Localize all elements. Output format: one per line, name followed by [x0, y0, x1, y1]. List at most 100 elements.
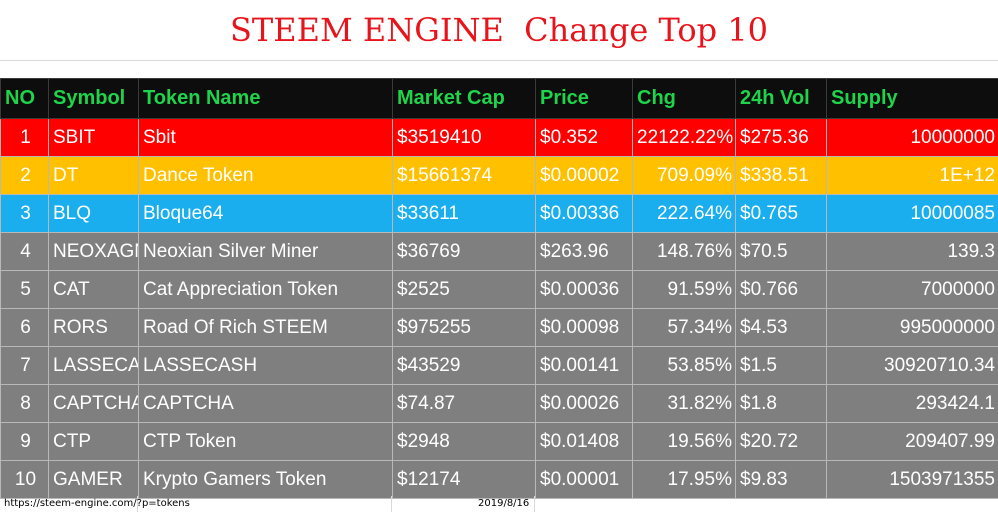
- cell-24h-vol: $338.51: [735, 156, 827, 195]
- cell-token-name: Dance Token: [138, 156, 393, 195]
- cell-no: 3: [0, 194, 49, 233]
- cell-symbol: DT: [48, 156, 139, 195]
- cell-24h-vol: $0.765: [735, 194, 827, 233]
- token-table: NO Symbol Token Name Market Cap Price Ch…: [0, 78, 998, 499]
- cell-no: 4: [0, 232, 49, 271]
- cell-symbol: SBIT: [48, 118, 139, 157]
- header-price: Price: [535, 78, 633, 119]
- cell-market-cap: $12174: [392, 460, 536, 499]
- table-row: 4NEOXAGNNeoxian Silver Miner$36769$263.9…: [0, 232, 998, 271]
- cell-symbol: GAMER: [48, 460, 139, 499]
- cell-chg: 148.76%: [632, 232, 736, 271]
- cell-no: 7: [0, 346, 49, 385]
- cell-24h-vol: $1.5: [735, 346, 827, 385]
- cell-token-name: CTP Token: [138, 422, 393, 461]
- table-row: 9 CTP CTP Token $2948 $0.01408 19.56% $20.72 20…: [0, 422, 998, 461]
- cell-24h-vol: $70.5: [735, 232, 827, 271]
- cell-price: $263.96: [535, 232, 633, 271]
- snapshot-date: 2019/8/16: [478, 498, 530, 509]
- table-row: 2 DT Dance Token $15661374 $0.00002 709.09% $3…: [0, 156, 998, 195]
- cell-token-name: LASSECASH: [138, 346, 393, 385]
- cell-token-name: Neoxian Silver Miner: [138, 232, 393, 271]
- cell-market-cap: $15661374: [392, 156, 536, 195]
- sheet-title: STEEM ENGINE Change Top 10: [229, 11, 769, 49]
- cell-chg: 22122.22%: [632, 118, 736, 157]
- cell-24h-vol: $4.53: [735, 308, 827, 347]
- cell-token-name: CAPTCHA: [138, 384, 393, 423]
- table-row: 3 BLQ Bloque64 $33611 $0.00336 222.64% $0.765 1…: [0, 194, 998, 233]
- cell-supply: 995000000: [826, 308, 998, 347]
- cell-price: $0.00141: [535, 346, 633, 385]
- cell-price: $0.00026: [535, 384, 633, 423]
- table-row: 7LASSECASHLASSECASH$43529$0.0014153.85%$…: [0, 346, 998, 385]
- header-chg: Chg: [632, 78, 736, 119]
- cell-chg: 57.34%: [632, 308, 736, 347]
- cell-chg: 709.09%: [632, 156, 736, 195]
- cell-price: $0.00336: [535, 194, 633, 233]
- table-header-row: NO Symbol Token Name Market Cap Price Ch…: [0, 78, 998, 119]
- table-body: 1 SBIT Sbit $3519410 $0.352 22122.22% $275.36 1…: [0, 118, 998, 499]
- cell-market-cap: $33611: [392, 194, 536, 233]
- cell-supply: 209407.99: [826, 422, 998, 461]
- cell-market-cap: $2525: [392, 270, 536, 309]
- cell-no: 10: [0, 460, 49, 499]
- cell-chg: 19.56%: [632, 422, 736, 461]
- cell-token-name: Krypto Gamers Token: [138, 460, 393, 499]
- cell-24h-vol: $9.83: [735, 460, 827, 499]
- table-row: 10 GAMER Krypto Gamers Token $12174 $0.00001…: [0, 460, 998, 499]
- cell-no: 1: [0, 118, 49, 157]
- cell-market-cap: $3519410: [392, 118, 536, 157]
- cell-no: 6: [0, 308, 49, 347]
- cell-supply: 10000085: [826, 194, 998, 233]
- cell-symbol: LASSECASH: [48, 346, 139, 385]
- header-token-name: Token Name: [138, 78, 393, 119]
- table-row: 8 CAPTCHA CAPTCHA $74.87 $0.00026 31.82% $1.8 2…: [0, 384, 998, 423]
- cell-chg: 91.59%: [632, 270, 736, 309]
- cell-no: 5: [0, 270, 49, 309]
- cell-token-name: Sbit: [138, 118, 393, 157]
- cell-supply: 1E+12: [826, 156, 998, 195]
- cell-24h-vol: $20.72: [735, 422, 827, 461]
- table-row: 5 CAT Cat Appreciation Token $2525 $0.00036 9…: [0, 270, 998, 309]
- cell-supply: 1503971355: [826, 460, 998, 499]
- cell-symbol: CAPTCHA: [48, 384, 139, 423]
- cell-price: $0.00002: [535, 156, 633, 195]
- cell-market-cap: $2948: [392, 422, 536, 461]
- header-symbol: Symbol: [48, 78, 139, 119]
- cell-no: 8: [0, 384, 49, 423]
- cell-market-cap: $43529: [392, 346, 536, 385]
- cell-market-cap: $36769: [392, 232, 536, 271]
- cell-token-name: Road Of Rich STEEM: [138, 308, 393, 347]
- cell-price: $0.00036: [535, 270, 633, 309]
- cell-symbol: CTP: [48, 422, 139, 461]
- cell-market-cap: $74.87: [392, 384, 536, 423]
- cell-supply: 30920710.34: [826, 346, 998, 385]
- header-no: NO: [0, 78, 49, 119]
- cell-price: $0.00098: [535, 308, 633, 347]
- header-supply: Supply: [826, 78, 998, 119]
- header-24h-vol: 24h Vol: [735, 78, 827, 119]
- cell-token-name: Cat Appreciation Token: [138, 270, 393, 309]
- table-row: 1 SBIT Sbit $3519410 $0.352 22122.22% $275.36 1…: [0, 118, 998, 157]
- cell-symbol: BLQ: [48, 194, 139, 233]
- cell-token-name: Bloque64: [138, 194, 393, 233]
- cell-symbol: RORS: [48, 308, 139, 347]
- cell-no: 2: [0, 156, 49, 195]
- cell-chg: 222.64%: [632, 194, 736, 233]
- cell-price: $0.352: [535, 118, 633, 157]
- cell-price: $0.00001: [535, 460, 633, 499]
- source-url: https://steem-engine.com/?p=tokens: [4, 498, 190, 509]
- sheet-footer: https://steem-engine.com/?p=tokens 2019/…: [0, 496, 998, 512]
- cell-24h-vol: $1.8: [735, 384, 827, 423]
- header-market-cap: Market Cap: [392, 78, 536, 119]
- cell-no: 9: [0, 422, 49, 461]
- empty-spacer-row: [0, 60, 998, 78]
- cell-chg: 31.82%: [632, 384, 736, 423]
- cell-symbol: CAT: [48, 270, 139, 309]
- table-row: 6 RORS Road Of Rich STEEM $975255 $0.00098 57…: [0, 308, 998, 347]
- cell-supply: 139.3: [826, 232, 998, 271]
- cell-24h-vol: $275.36: [735, 118, 827, 157]
- cell-supply: 10000000: [826, 118, 998, 157]
